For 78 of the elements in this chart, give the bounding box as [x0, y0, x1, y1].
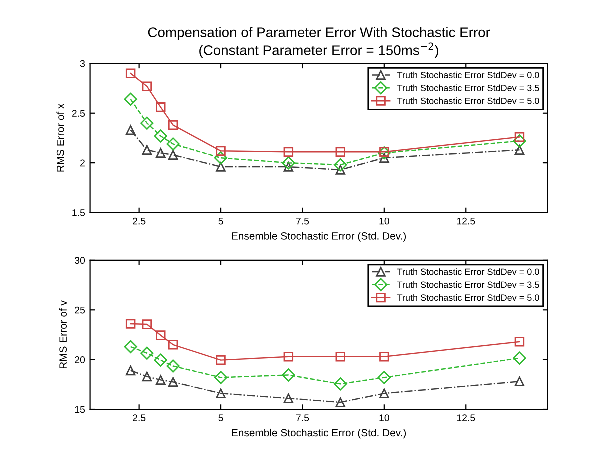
- point: [154, 130, 168, 143]
- point: [284, 147, 294, 157]
- x-tick-label: 5: [218, 218, 224, 225]
- point: [156, 375, 166, 386]
- point: [216, 162, 226, 172]
- point: [282, 156, 296, 170]
- legend-label: Truth Stochastic Error StdDev = 3.5: [397, 282, 540, 288]
- point: [166, 360, 180, 373]
- point: [378, 146, 392, 160]
- point: [142, 145, 152, 156]
- point: [334, 158, 348, 172]
- y-tick-label: 2.5: [72, 110, 86, 117]
- point: [513, 352, 526, 365]
- x-axis-title: Ensemble Stochastic Error (Std. Dev.): [232, 232, 406, 242]
- y-tick-label: 3: [80, 60, 86, 68]
- legend-label: Truth Stochastic Error StdDev = 0.0: [397, 72, 540, 78]
- y-tick-label: 25: [75, 306, 86, 314]
- point: [156, 330, 166, 340]
- y-tick-label: 30: [74, 257, 86, 264]
- legend-label: Truth Stochastic Error StdDev = 3.5: [397, 84, 540, 92]
- point: [126, 366, 136, 376]
- x-tick-label: 2.5: [133, 414, 146, 422]
- point: [124, 92, 138, 106]
- y-tick-label: 15: [75, 406, 86, 414]
- point: [124, 340, 138, 354]
- point: [156, 102, 166, 112]
- point: [514, 376, 525, 387]
- point: [126, 319, 136, 329]
- point: [140, 116, 154, 130]
- point: [336, 398, 346, 408]
- x-axis-title: Ensemble Stochastic Error (Std. Dev.): [232, 428, 406, 439]
- point: [168, 340, 178, 350]
- x-tick-label: 2.5: [133, 218, 146, 225]
- point: [168, 120, 178, 130]
- y-axis-title: RMS Error of v: [59, 300, 68, 369]
- y-axis-title: RMS Error of x: [56, 104, 64, 172]
- x-tick-label: 5: [218, 414, 224, 422]
- point: [156, 148, 166, 158]
- point: [216, 388, 226, 398]
- point: [216, 355, 226, 366]
- point: [514, 337, 525, 347]
- chart-title: Compensation of Parameter Error With Stochastic Error (Constant Parameter Error = 150ms$^{−2}$): [148, 27, 490, 58]
- point: [284, 352, 294, 362]
- point: [513, 134, 526, 148]
- point: [142, 320, 152, 330]
- point: [282, 368, 296, 382]
- point: [380, 352, 390, 362]
- legend-label: Truth Stochastic Error StdDev = 5.0: [397, 294, 540, 302]
- x-tick-label: 7.5: [296, 218, 310, 225]
- legend-label: Truth Stochastic Error StdDev = 5.0: [397, 98, 540, 104]
- point: [380, 388, 390, 398]
- y-tick-label: 2: [80, 160, 85, 167]
- legend-label: Truth Stochastic Error StdDev = 0.0: [397, 268, 540, 276]
- point: [154, 354, 168, 367]
- point: [126, 125, 136, 136]
- point: [142, 82, 152, 92]
- point: [166, 138, 180, 151]
- point: [140, 346, 154, 360]
- point: [514, 145, 525, 156]
- point: [142, 372, 152, 382]
- x-tick-label: 10: [380, 218, 390, 225]
- point: [214, 152, 228, 165]
- y-tick-label: 1.5: [72, 210, 86, 216]
- point: [336, 147, 346, 157]
- point: [284, 394, 294, 404]
- point: [168, 150, 178, 160]
- y-tick-label: 20: [75, 356, 86, 364]
- x-tick-label: 10: [380, 414, 390, 422]
- point: [334, 378, 348, 391]
- point: [214, 371, 228, 384]
- x-tick-label: 12.5: [457, 218, 476, 225]
- x-tick-label: 7.5: [296, 414, 310, 422]
- point: [336, 352, 346, 362]
- x-tick-label: 12.5: [457, 414, 476, 422]
- point: [168, 377, 178, 388]
- point: [126, 68, 136, 78]
- point: [378, 371, 392, 384]
- point: [216, 146, 226, 156]
